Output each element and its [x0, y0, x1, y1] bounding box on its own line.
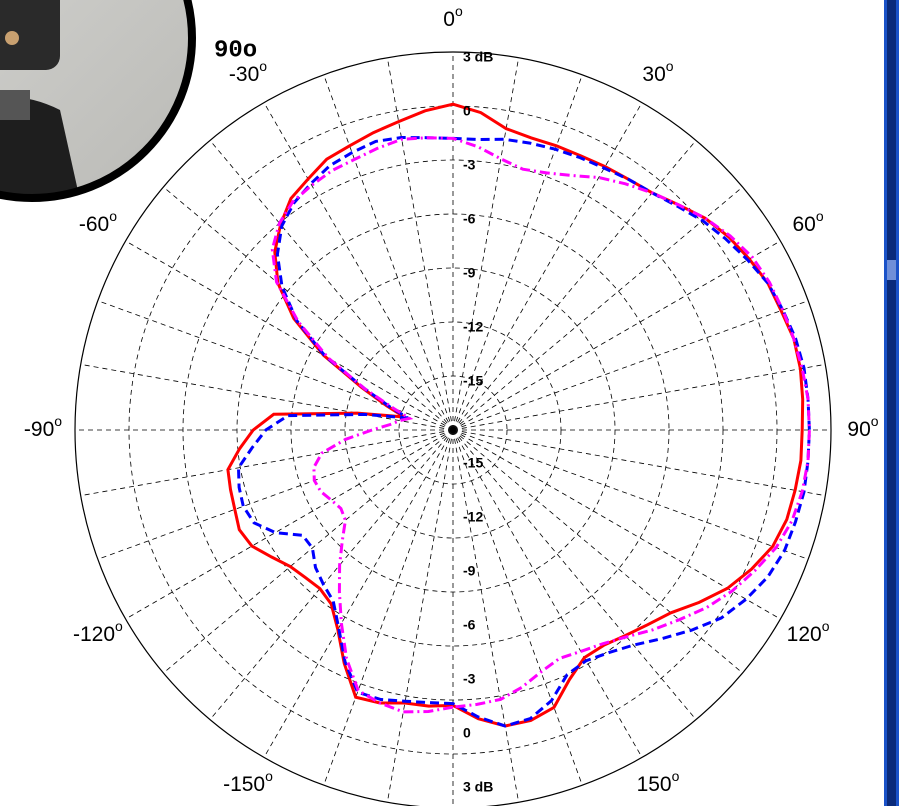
- degree-symbol: o: [822, 618, 830, 634]
- theta-tick-value: 120: [787, 623, 822, 646]
- theta-tick-value: 30: [642, 62, 665, 85]
- theta-tick-value: -30: [229, 62, 259, 85]
- r-tick-label: -12: [463, 319, 483, 335]
- theta-tick-value: -60: [79, 213, 109, 236]
- grid-line: [163, 430, 453, 673]
- degree-symbol: o: [672, 768, 680, 784]
- theta-tick-value: -90: [24, 418, 54, 441]
- theta-tick-label: 0o: [443, 3, 463, 31]
- r-tick-label: 3 dB: [463, 779, 493, 795]
- center-hub: [450, 427, 456, 433]
- grid-line: [324, 75, 453, 430]
- theta-tick-label: 150o: [637, 768, 680, 796]
- theta-tick-value: -150: [223, 773, 265, 796]
- theta-tick-label: 30o: [642, 58, 673, 86]
- degree-symbol: o: [109, 208, 117, 224]
- grid-line: [453, 430, 696, 720]
- r-tick-label: -9: [463, 563, 476, 579]
- theta-tick-value: 60: [792, 213, 815, 236]
- degree-symbol: o: [816, 208, 824, 224]
- grid-line: [453, 430, 582, 785]
- r-tick-label: -15: [463, 455, 483, 471]
- theta-tick-value: -120: [73, 623, 115, 646]
- series-curve: [228, 104, 803, 726]
- theta-tick-value: 150: [637, 773, 672, 796]
- theta-tick-label: -90o: [24, 413, 62, 441]
- r-tick-label: -15: [463, 373, 483, 389]
- degree-symbol: o: [455, 3, 463, 19]
- inset-label: 90o: [214, 37, 257, 64]
- grid-line: [163, 187, 453, 430]
- grid-line: [210, 140, 453, 430]
- degree-symbol: o: [259, 58, 267, 74]
- degree-symbol: o: [666, 58, 674, 74]
- grid-line: [81, 430, 453, 496]
- grid-line: [98, 430, 453, 559]
- r-tick-label: -6: [463, 211, 476, 227]
- theta-tick-label: -150o: [223, 768, 273, 796]
- r-tick-label: 0: [463, 103, 471, 119]
- theta-tick-label: 120o: [787, 618, 830, 646]
- grid: [75, 52, 831, 806]
- r-tick-label: -6: [463, 617, 476, 633]
- theta-tick-label: -120o: [73, 618, 123, 646]
- r-tick-label: -3: [463, 157, 476, 173]
- r-tick-label: 3 dB: [463, 49, 493, 65]
- grid-line: [453, 430, 808, 559]
- theta-tick-label: 90o: [847, 413, 878, 441]
- inset-photo: [0, 0, 200, 200]
- series-curve: [272, 138, 809, 712]
- grid-line: [453, 430, 642, 757]
- theta-tick-value: 90: [847, 418, 870, 441]
- theta-tick-value: 0: [443, 8, 455, 31]
- r-tick-label: -12: [463, 509, 483, 525]
- grid-line: [453, 430, 825, 496]
- grid-line: [453, 187, 743, 430]
- grid-line: [210, 430, 453, 720]
- degree-symbol: o: [115, 618, 123, 634]
- chart: 3 dB3 dB00-3-3-6-6-9-9-12-12-15-150o30o6…: [0, 0, 899, 806]
- r-tick-label: -9: [463, 265, 476, 281]
- r-tick-label: 0: [463, 725, 471, 741]
- grid-line: [453, 364, 825, 430]
- degree-symbol: o: [265, 768, 273, 784]
- theta-tick-label: -60o: [79, 208, 117, 236]
- grid-line: [126, 241, 453, 430]
- grid-line: [453, 301, 808, 430]
- grid-line: [453, 140, 696, 430]
- window-border: [884, 0, 899, 806]
- degree-symbol: o: [54, 413, 62, 429]
- degree-symbol: o: [871, 413, 879, 429]
- grid-line: [453, 430, 743, 673]
- grid-line: [387, 430, 453, 802]
- theta-tick-label: 60o: [792, 208, 823, 236]
- grid-line: [324, 430, 453, 785]
- grid-line: [126, 430, 453, 619]
- grid-line: [264, 430, 453, 757]
- grid-line: [453, 241, 780, 430]
- grid-line: [264, 103, 453, 430]
- r-tick-label: -3: [463, 671, 476, 687]
